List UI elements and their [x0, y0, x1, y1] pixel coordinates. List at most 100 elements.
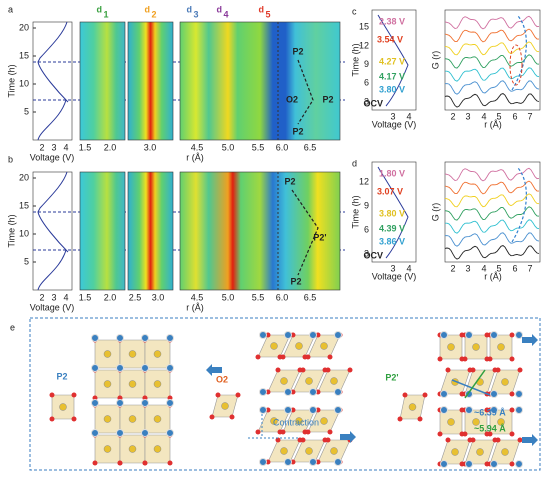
atom [509, 407, 515, 413]
atom [437, 431, 443, 437]
atom [116, 334, 124, 342]
atom [309, 331, 317, 339]
atom [440, 406, 448, 414]
label: 4.17 V [379, 71, 405, 81]
voltage-plot [371, 9, 417, 111]
label: P2 [284, 176, 295, 186]
label: 6 [512, 111, 517, 121]
heatmap [179, 21, 341, 141]
label: 2.0 [104, 142, 117, 152]
label: 5 [496, 263, 501, 273]
label: 15 [359, 22, 369, 32]
atom [117, 460, 123, 466]
label: d [187, 4, 193, 14]
atom [166, 334, 174, 342]
label: 5.0 [222, 292, 235, 302]
label: 20 [19, 22, 29, 32]
label: 5 [265, 9, 270, 19]
atom [509, 431, 515, 437]
atom [472, 343, 480, 351]
label: 3 [51, 292, 56, 302]
label: 7 [527, 111, 532, 121]
label: Time (h) [6, 214, 16, 247]
curve [444, 180, 540, 195]
label: 3 [193, 9, 198, 19]
curve [444, 41, 540, 56]
atom [515, 460, 523, 468]
atom [309, 406, 317, 414]
atom [300, 367, 306, 373]
curve [511, 15, 527, 91]
curve [444, 80, 540, 95]
heatmap [127, 21, 174, 141]
label: Voltage (V) [30, 302, 75, 312]
atom [270, 417, 278, 425]
atom [408, 403, 417, 411]
atom [476, 448, 484, 456]
heatmap [79, 171, 126, 291]
label: 2 [450, 111, 455, 121]
label: G (r) [430, 203, 440, 222]
curve [444, 54, 540, 69]
curve [444, 92, 540, 108]
label: d [259, 4, 265, 14]
label: 7 [527, 263, 532, 273]
atom [445, 367, 451, 373]
arrow [340, 431, 356, 443]
atom [447, 418, 455, 426]
label: OCV [363, 98, 383, 108]
atom [490, 331, 498, 339]
label: 4.5 [191, 142, 204, 152]
label: 3 [465, 263, 470, 273]
atom [330, 377, 338, 385]
label: 3.0 [152, 292, 165, 302]
curve [444, 206, 540, 221]
atom [280, 377, 288, 385]
label: 6.0 [276, 292, 289, 302]
label: 4.5 [191, 292, 204, 302]
label: 10 [19, 78, 29, 88]
atom [487, 431, 493, 437]
label: P2 [322, 94, 333, 104]
voltage-plot [371, 161, 417, 263]
label: 10 [19, 228, 29, 238]
atom [497, 343, 505, 351]
atom [334, 406, 342, 414]
voltage-plot [32, 171, 73, 291]
label: r (Å) [186, 302, 204, 312]
atom [284, 406, 292, 414]
atom [517, 367, 523, 373]
atom [509, 356, 515, 362]
atom [91, 429, 99, 437]
atom [495, 367, 501, 373]
voltage-plot [32, 21, 73, 141]
label: r (Å) [484, 271, 502, 281]
label: 3 [51, 142, 56, 152]
atom [49, 392, 55, 398]
panel-label: e [10, 322, 15, 332]
atom [305, 447, 313, 455]
atom [440, 460, 448, 468]
atom [462, 356, 468, 362]
label: 2 [39, 292, 44, 302]
atom [166, 399, 174, 407]
atom [141, 429, 149, 437]
label: 3 [390, 263, 395, 273]
atom [153, 415, 162, 423]
heatmap [79, 21, 126, 141]
label: 12 [359, 40, 369, 50]
atom [280, 429, 286, 435]
curve [511, 167, 527, 243]
label: 9 [364, 201, 369, 211]
atom [153, 380, 162, 388]
label: ~6.39 Å [474, 407, 506, 417]
label: 6.5 [304, 292, 317, 302]
arrow [522, 334, 538, 346]
atom [141, 334, 149, 342]
label: 5 [496, 111, 501, 121]
atom [103, 380, 112, 388]
panel-label: b [8, 154, 13, 164]
label: P2 [290, 276, 301, 286]
atom [417, 416, 423, 422]
